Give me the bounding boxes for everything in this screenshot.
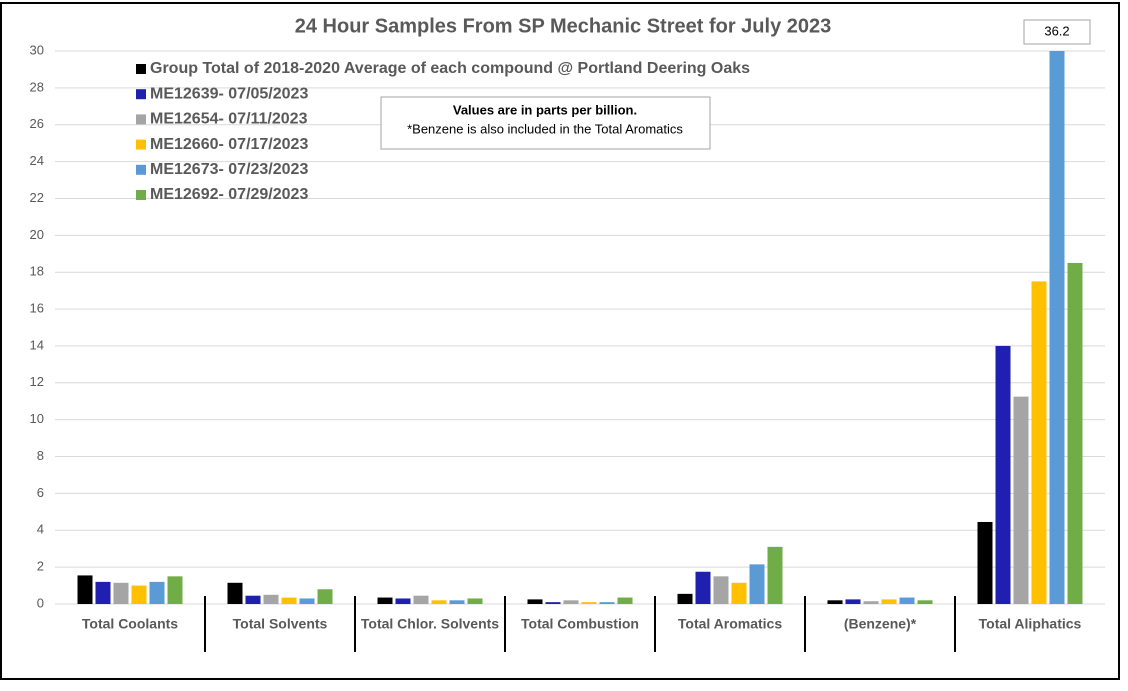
y-tick-label: 30 [30,42,44,57]
bars [77,51,1083,604]
bar [617,597,633,604]
bar [827,600,843,604]
data-label-box [1023,19,1091,45]
legend-swatch [136,190,146,200]
bar [899,597,915,604]
bar [113,582,129,604]
bar [167,576,183,604]
y-tick-label: 14 [30,337,44,352]
bar [263,594,279,604]
x-tick-label: Total Aliphatics [979,616,1082,632]
y-tick-label: 24 [30,153,44,168]
legend-label: ME12692- 07/29/2023 [150,186,308,203]
legend-swatch [136,164,146,175]
bar [845,599,861,604]
bar [881,599,897,604]
legend-swatch [136,139,146,150]
bar [695,571,711,604]
x-tick-label: Total Combustion [521,616,639,632]
bar [449,600,465,604]
bar [377,597,393,604]
legend-swatch [136,89,146,100]
bar [677,593,693,604]
note-text: Values are in parts per billion. [453,102,637,117]
bar [245,595,261,604]
bar [1067,262,1083,604]
bar [299,598,315,604]
bar [149,581,165,604]
x-tick-label: Total Solvents [233,616,328,632]
legend-label: ME12660- 07/17/2023 [150,136,308,153]
bar [599,602,615,604]
bar [863,601,879,604]
y-tick-label: 10 [30,411,44,426]
bar [713,576,729,604]
note-box [380,96,711,150]
bar [95,581,111,604]
legend-swatch [136,114,146,125]
bar [749,564,765,604]
note-text: *Benzene is also included in the Total A… [407,121,683,136]
bar [1013,396,1029,604]
bar [1031,281,1047,604]
legend-label: Group Total of 2018-2020 Average of each… [150,60,750,77]
legend-label: ME12673- 07/23/2023 [150,161,308,178]
y-tick-label: 0 [37,595,44,610]
bar [563,600,579,604]
x-tick-label: Total Chlor. Solvents [361,616,499,632]
bar [995,345,1011,604]
bar [767,546,783,604]
bar [281,597,297,604]
bar [1049,51,1065,604]
bar [131,585,147,604]
bar [581,602,597,604]
bar [317,589,333,604]
y-tick-label: 2 [37,559,44,574]
bar [977,521,993,604]
bar [545,602,561,604]
y-tick-label: 6 [37,485,44,500]
y-tick-label: 28 [30,79,44,94]
data-label: 36.2 [1044,23,1069,38]
y-tick-label: 4 [37,522,44,537]
y-tick-label: 18 [30,264,44,279]
bar [77,575,93,604]
bar [413,595,429,604]
overlay: Total Coolants Total Solvents Total Chlor.… [82,19,1091,652]
legend-label: ME12654- 07/11/2023 [150,111,308,128]
bar [467,598,483,604]
bar [731,582,747,604]
y-tick-label: 20 [30,227,44,242]
y-tick-label: 16 [30,301,44,316]
bar [395,598,411,604]
bar [527,599,543,604]
y-tick-label: 26 [30,116,44,131]
x-tick-label: Total Coolants [82,616,178,632]
y-tick-label: 8 [37,448,44,463]
chart-title: 24 Hour Samples From SP Mechanic Street … [295,15,832,37]
x-tick-label: Total Aromatics [678,616,782,632]
bar [431,600,447,604]
x-tick-label: (Benzene)* [844,616,917,632]
y-tick-label: 22 [30,190,44,205]
y-tick-label: 12 [30,374,44,389]
legend-label: ME12639- 07/05/2023 [150,85,308,102]
bar [227,582,243,604]
legend-swatch [136,64,146,74]
bar [917,600,933,604]
